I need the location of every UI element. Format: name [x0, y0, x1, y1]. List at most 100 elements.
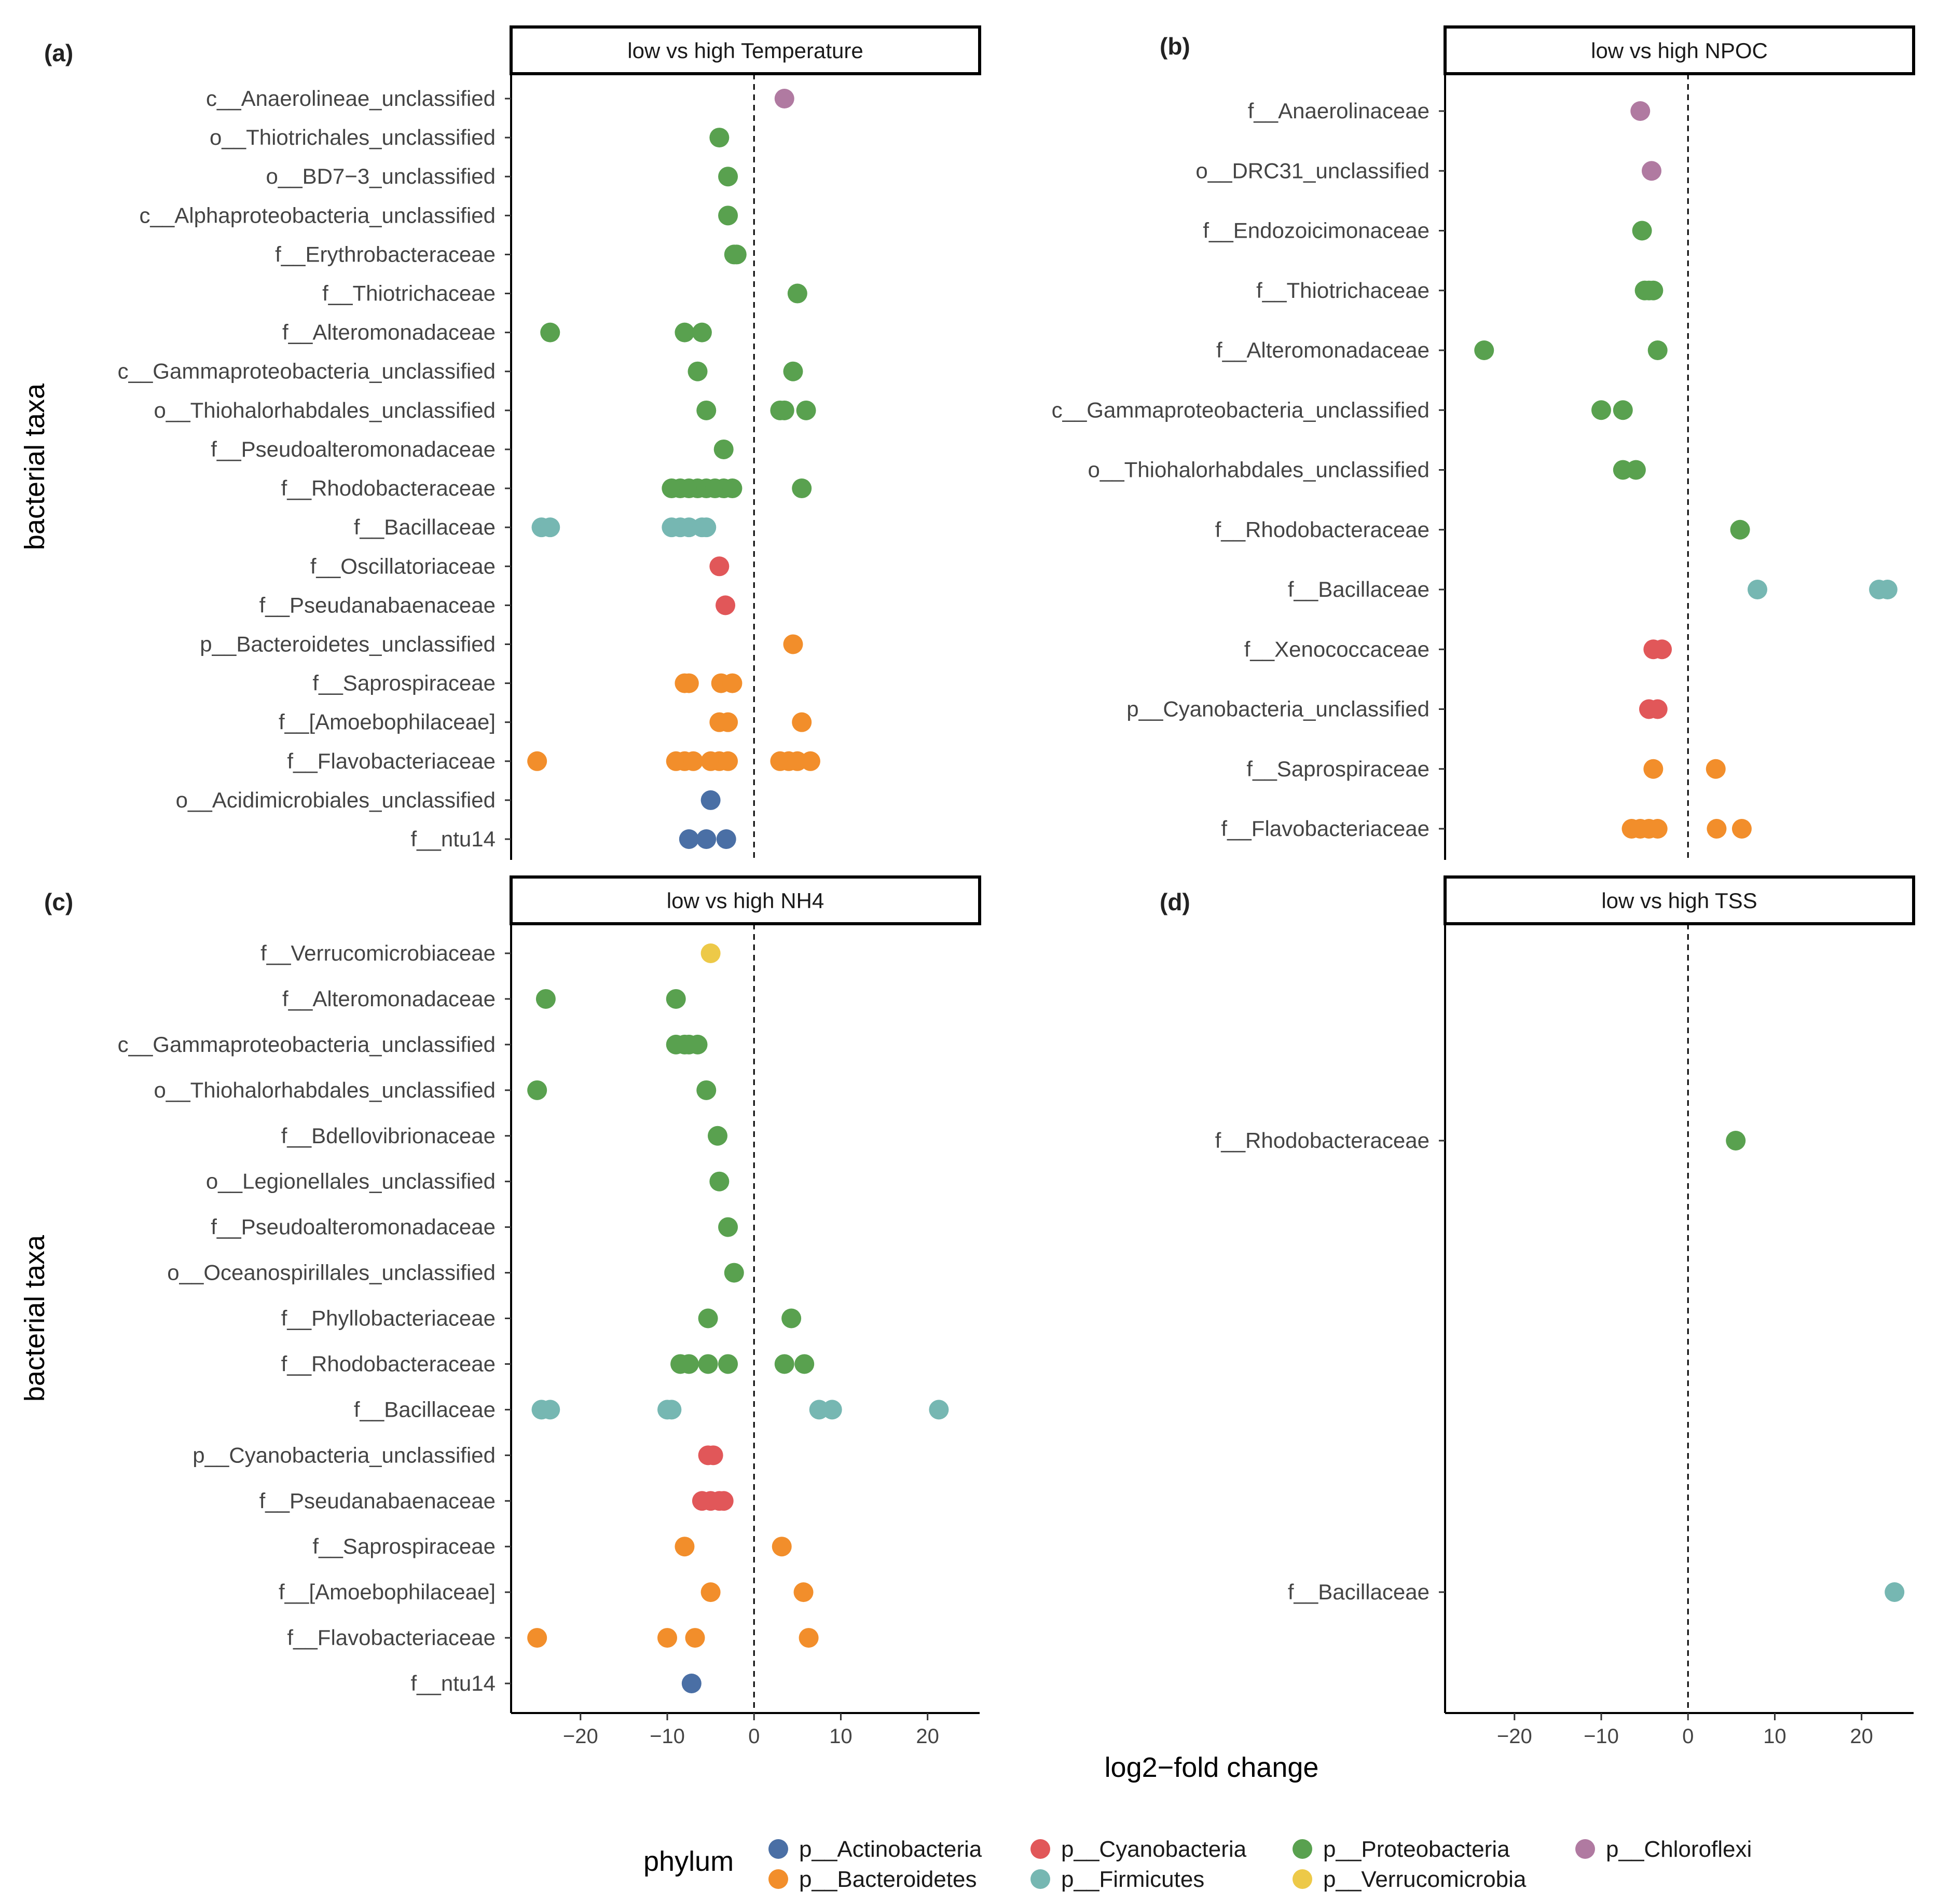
data-point [679, 1354, 699, 1374]
taxon-label: f__Anaerolinaceae [1248, 99, 1430, 123]
x-tick-label: 0 [748, 1725, 760, 1748]
taxon-label: f__Pseudanabaenaceae [259, 1488, 496, 1513]
data-point [774, 1354, 794, 1374]
taxon-label: f__Phyllobacteriaceae [281, 1306, 496, 1331]
panel-strip [510, 25, 981, 75]
data-point [718, 1217, 738, 1237]
data-point [822, 1400, 842, 1420]
taxon-label: f__ntu14 [411, 827, 496, 851]
data-point [1591, 400, 1611, 420]
taxon-label: o__Legionellales_unclassified [206, 1169, 496, 1194]
data-point [1706, 759, 1726, 779]
panel-d: (d) low vs high TSS −20 −10 0 10 20 f__Rhodobac… [1160, 875, 1915, 1748]
data-point [527, 1628, 547, 1648]
data-point [718, 167, 738, 187]
taxon-label: o__Thiohalorhabdales_unclassified [154, 1078, 496, 1102]
data-point [666, 989, 686, 1009]
legend-item: p__Firmicutes [1030, 1867, 1204, 1892]
legend-label: p__Bacteroidetes [799, 1867, 977, 1892]
taxon-label: p__Bacteroidetes_unclassified [200, 632, 496, 656]
data-point [698, 1308, 718, 1328]
taxon-label: o__Oceanospirillales_unclassified [167, 1261, 496, 1285]
data-point [700, 790, 721, 810]
y-axis-title: bacterial taxa [19, 383, 50, 550]
legend-label: p__Verrucomicrobia [1323, 1867, 1527, 1892]
data-point [696, 517, 717, 538]
data-point [696, 829, 717, 849]
data-point [1643, 759, 1664, 779]
taxon-label: f__Bacillaceae [1288, 1580, 1430, 1604]
data-point [540, 517, 560, 538]
data-point [700, 1582, 721, 1602]
x-tick-label: 10 [829, 1725, 853, 1748]
taxon-label: c__Anaerolineae_unclassified [206, 86, 496, 111]
data-point [724, 1263, 744, 1283]
data-point [796, 400, 816, 420]
data-point [718, 1354, 738, 1374]
data-point [1885, 1582, 1905, 1602]
data-point [703, 1445, 723, 1465]
taxon-label: f__Pseudanabaenaceae [259, 593, 496, 617]
data-point [783, 634, 803, 654]
data-point [696, 400, 717, 420]
data-point [1731, 819, 1752, 839]
taxon-label: f__Verrucomicrobiaceae [260, 941, 496, 965]
panel-a: (a) low vs high Temperature c__Anaerolinea… [44, 25, 981, 860]
data-point [1647, 340, 1668, 360]
data-point [1630, 101, 1651, 121]
legend-item: p__Verrucomicrobia [1293, 1867, 1527, 1892]
legend-swatch [768, 1869, 788, 1889]
taxon-label: f__Bacillaceae [354, 1397, 496, 1421]
data-point [774, 400, 794, 420]
data-point [535, 989, 556, 1009]
taxon-label: f__Bdellovibrionaceae [281, 1124, 496, 1148]
taxon-label: f__Alteromonadaceae [1216, 338, 1430, 362]
taxon-label: f__Alteromonadaceae [282, 320, 496, 345]
taxon-label: o__Acidimicrobiales_unclassified [176, 788, 496, 812]
data-point [679, 829, 699, 849]
taxon-label: f__Flavobacteriaceae [1221, 816, 1430, 841]
data-point [783, 361, 803, 381]
taxon-label: o__Thiohalorhabdales_unclassified [1088, 458, 1430, 482]
taxon-label: f__Rhodobacteraceae [281, 476, 496, 500]
taxon-label: f__Flavobacteriaceae [287, 1625, 496, 1650]
data-point [726, 244, 747, 265]
data-point [692, 322, 712, 343]
data-point [1726, 1131, 1746, 1150]
data-point [722, 478, 743, 499]
y-axis-title: bacterial taxa [19, 1235, 50, 1402]
panel-b: (b) low vs high NPOC f__Anaerolinaceae o__D… [1052, 25, 1915, 860]
data-point [709, 1171, 730, 1191]
legend-label: p__Proteobacteria [1323, 1837, 1510, 1862]
data-point [527, 1080, 547, 1100]
x-tick-label: 20 [1850, 1725, 1873, 1748]
data-point [713, 439, 734, 459]
data-point [1613, 400, 1633, 420]
taxon-label: f__[Amoebophilaceae] [279, 710, 496, 734]
legend-swatch [1575, 1839, 1595, 1859]
taxon-label: c__Gammaproteobacteria_unclassified [1052, 398, 1430, 422]
legend-label: p__Firmicutes [1061, 1867, 1204, 1892]
legend-item: p__Cyanobacteria [1030, 1837, 1247, 1862]
legend-swatch [1030, 1839, 1050, 1859]
taxon-label: f__Xenococcaceae [1244, 637, 1430, 661]
taxon-label: o__DRC31_unclassified [1195, 158, 1430, 183]
data-point [799, 1628, 819, 1648]
taxon-label: f__Bacillaceae [1288, 577, 1430, 601]
x-tick-label: 0 [1682, 1725, 1694, 1748]
data-point [696, 1080, 717, 1100]
legend-item: p__Chloroflexi [1575, 1837, 1752, 1862]
legend-title: phylum [643, 1846, 734, 1877]
data-point [698, 1354, 718, 1374]
data-point [793, 1582, 814, 1602]
taxon-label: o__Thiohalorhabdales_unclassified [154, 398, 496, 422]
data-point [679, 673, 699, 693]
data-point [716, 595, 736, 615]
data-point [1632, 221, 1652, 241]
taxon-label: f__Saprospiraceae [312, 1534, 496, 1558]
x-tick-label: −20 [563, 1725, 598, 1748]
data-point [718, 712, 738, 732]
taxon-label: f__Rhodobacteraceae [1215, 1128, 1430, 1153]
data-point [683, 751, 704, 771]
